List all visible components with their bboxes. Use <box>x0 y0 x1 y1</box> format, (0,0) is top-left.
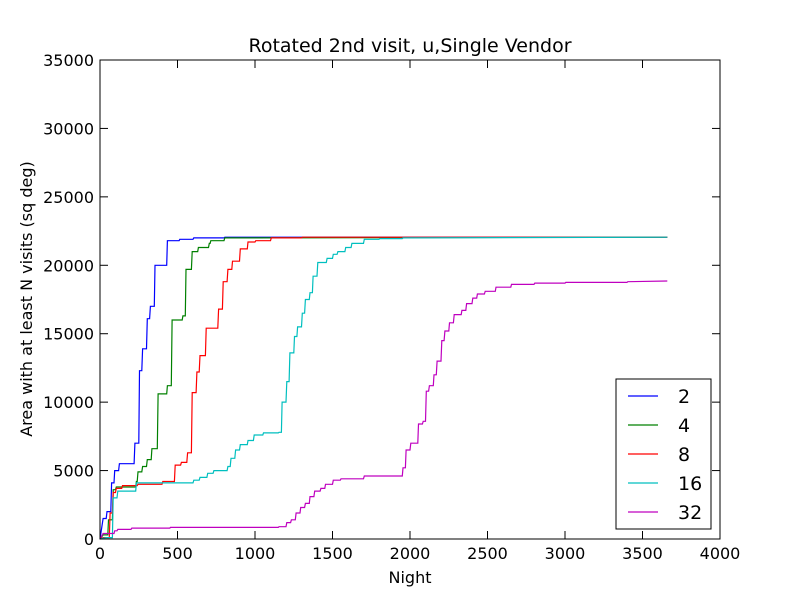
y-tick-label: 5000 <box>53 462 94 481</box>
x-tick-label: 1000 <box>235 544 276 563</box>
x-tick-label: 0 <box>95 544 105 563</box>
y-tick-label: 25000 <box>43 188 94 207</box>
axis-ticks <box>99 59 721 540</box>
x-tick-label: 2500 <box>467 544 508 563</box>
legend-label-16: 16 <box>678 473 702 495</box>
x-tick-label: 1500 <box>312 544 353 563</box>
x-tick-label: 3500 <box>622 544 663 563</box>
y-tick-label: 35000 <box>43 51 94 70</box>
series-line-2 <box>99 236 668 540</box>
x-tick-label: 2000 <box>390 544 431 563</box>
series-line-8 <box>99 236 668 540</box>
y-axis-title: Area with at least N visits (sq deg) <box>17 161 36 437</box>
legend-label-32: 32 <box>678 502 702 524</box>
legend-label-4: 4 <box>678 415 690 437</box>
series-line-16 <box>99 236 668 540</box>
y-tick-label: 0 <box>84 530 94 549</box>
axis-tick-labels: 0 500 1000 1500 2000 2500 3000 3500 4000 0 5000 100… <box>43 51 740 563</box>
y-tick-label: 15000 <box>43 325 94 344</box>
x-tick-label: 3000 <box>545 544 586 563</box>
chart-title: Rotated 2nd visit, u,Single Vendor <box>248 35 571 57</box>
y-tick-label: 30000 <box>43 119 94 138</box>
x-tick-label: 500 <box>162 544 193 563</box>
legend: 2 4 8 16 32 <box>615 378 712 530</box>
legend-label-2: 2 <box>678 386 690 408</box>
y-tick-label: 20000 <box>43 256 94 275</box>
x-tick-label: 4000 <box>700 544 741 563</box>
y-tick-label: 10000 <box>43 393 94 412</box>
series-line-32 <box>99 280 668 540</box>
legend-label-8: 8 <box>678 444 690 466</box>
x-axis-title: Night <box>389 568 432 587</box>
plot-lines <box>99 236 668 540</box>
